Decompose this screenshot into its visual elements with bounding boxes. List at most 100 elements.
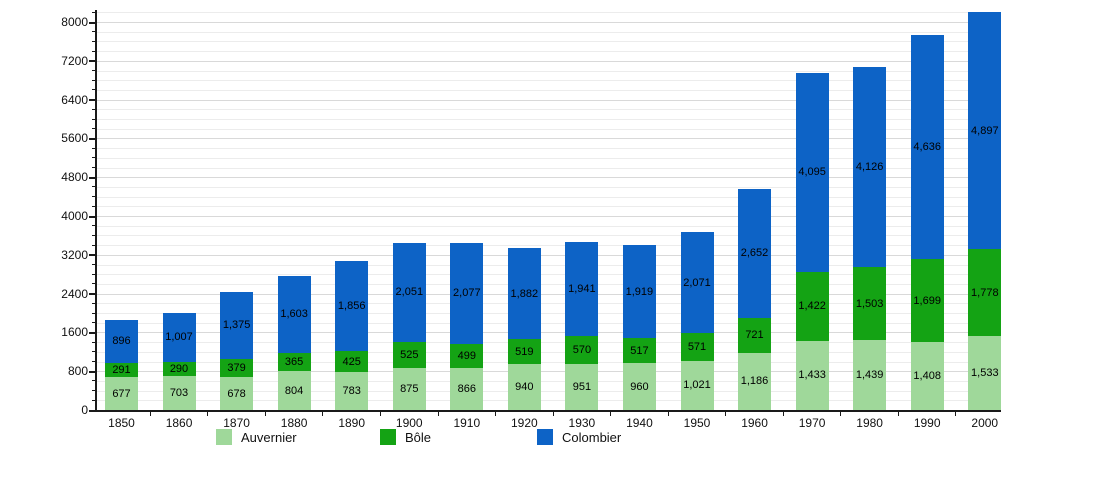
x-axis-minor-tick (379, 412, 381, 416)
bar-value-label: 940 (515, 381, 534, 394)
bar-segment-ble: 499 (450, 343, 484, 368)
x-axis-minor-tick (955, 412, 957, 416)
colombier-swatch-icon (537, 429, 553, 445)
bar-segment-colombier: 1,919 (622, 245, 656, 339)
gridline-minor (97, 235, 1001, 237)
bar-segment-ble: 1,422 (795, 271, 829, 341)
y-axis-major-tick (89, 370, 95, 373)
x-axis-minor-tick (322, 412, 324, 416)
x-tick-label: 1940 (626, 416, 653, 430)
bar-value-label: 1,603 (280, 308, 308, 321)
gridline-major (97, 60, 1001, 62)
gridline-minor (97, 148, 1001, 150)
gridline-minor (97, 380, 1001, 382)
bar-segment-ble: 365 (277, 353, 311, 371)
bar-value-label: 1,408 (913, 369, 941, 382)
x-axis-minor-tick (667, 412, 669, 416)
gridline-minor (97, 303, 1001, 305)
y-axis-minor-tick (92, 244, 95, 246)
x-tick-label: 1970 (798, 416, 826, 430)
bar-value-label: 2,652 (740, 247, 769, 260)
bar-segment-colombier: 1,375 (220, 292, 254, 359)
bar-value-label: 1,433 (798, 369, 826, 382)
bar-value-label: 875 (400, 382, 419, 395)
x-axis-minor-tick (725, 412, 727, 416)
gridline-minor (97, 128, 1001, 130)
y-axis-minor-tick (92, 31, 95, 33)
y-tick-label: 1600 (61, 325, 88, 340)
legend-item-colombier: Colombier (537, 429, 621, 445)
legend-item-bole: Bôle (380, 429, 431, 445)
bar-segment-auvernier: 1,186 (738, 352, 771, 410)
bar-segment-ble: 425 (335, 351, 369, 372)
y-axis-minor-tick (92, 234, 95, 236)
bar-value-label: 951 (572, 380, 592, 393)
x-tick-label: 1900 (395, 416, 423, 430)
y-axis-major-tick (89, 331, 95, 334)
y-tick-label: 2400 (61, 286, 88, 301)
y-axis-major-tick (89, 409, 95, 412)
bar-value-label: 571 (687, 340, 707, 353)
bar-value-label: 1,375 (222, 319, 251, 332)
gridline-major (97, 138, 1001, 140)
bar-segment-colombier: 2,071 (680, 232, 714, 333)
x-tick-label: 1860 (165, 416, 193, 430)
x-axis-minor-tick (495, 412, 497, 416)
bar-value-label: 1,699 (913, 294, 941, 307)
bole-swatch-icon (380, 429, 396, 445)
x-axis-minor-tick (149, 412, 151, 416)
bar-value-label: 1,778 (971, 286, 999, 299)
gridline-minor (97, 186, 1001, 188)
y-axis-minor-tick (92, 322, 95, 324)
y-axis-minor-tick (92, 196, 95, 198)
y-tick-label: 3200 (61, 247, 88, 262)
x-axis-line (95, 410, 1001, 412)
bar-segment-ble: 570 (565, 336, 599, 364)
y-tick-label: 4000 (61, 209, 88, 223)
x-tick-label: 1930 (568, 416, 596, 430)
bar-value-label: 1,439 (855, 369, 884, 382)
x-axis-minor-tick (897, 412, 899, 416)
y-tick-label: 4800 (61, 170, 88, 185)
y-axis-minor-tick (92, 128, 95, 130)
gridline-major (97, 216, 1001, 217)
bar-value-label: 1,186 (740, 375, 769, 388)
bar-value-label: 517 (630, 344, 649, 357)
bar-value-label: 291 (112, 364, 131, 377)
gridline-minor (97, 109, 1001, 111)
bar-value-label: 1,856 (337, 300, 366, 313)
bar-segment-colombier: 1,856 (335, 261, 369, 352)
gridline-minor (97, 80, 1001, 82)
y-axis-major-tick (89, 254, 95, 257)
bar-segment-ble: 1,778 (968, 249, 1002, 336)
bar-value-label: 721 (745, 329, 764, 341)
x-tick-label: 1920 (510, 416, 538, 430)
x-axis-minor-tick (840, 412, 842, 416)
bar-segment-auvernier: 1,533 (968, 335, 1002, 410)
x-tick-label: 1980 (856, 416, 883, 430)
bar-segment-ble: 379 (220, 358, 254, 378)
bar-segment-auvernier: 960 (622, 363, 656, 410)
bar-segment-auvernier: 678 (220, 377, 254, 410)
bar-segment-colombier: 2,077 (450, 243, 484, 344)
x-tick-label: 1950 (683, 416, 711, 430)
bar-segment-colombier: 4,636 (910, 34, 944, 260)
bar-value-label: 1,919 (625, 285, 654, 298)
y-tick-label: 6400 (61, 92, 88, 107)
bar-value-label: 4,897 (971, 124, 999, 137)
bar-value-label: 4,636 (913, 140, 941, 153)
bar-segment-colombier: 1,941 (565, 242, 599, 337)
y-axis-minor-tick (92, 399, 95, 401)
y-axis-major-tick (89, 60, 95, 63)
y-axis-minor-tick (92, 186, 95, 188)
bar-segment-colombier: 1,007 (162, 313, 196, 362)
bar-value-label: 570 (572, 344, 592, 357)
y-axis-minor-tick (92, 40, 95, 42)
y-axis-minor-tick (92, 147, 95, 149)
bar-value-label: 519 (515, 345, 534, 358)
bar-value-label: 677 (112, 387, 131, 400)
x-axis-minor-tick (782, 412, 784, 416)
bar-segment-auvernier: 804 (277, 371, 311, 410)
bar-value-label: 678 (227, 387, 246, 400)
